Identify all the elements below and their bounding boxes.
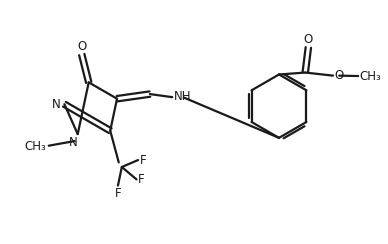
Text: NH: NH	[174, 90, 192, 103]
Text: F: F	[138, 173, 144, 186]
Text: O: O	[334, 69, 344, 82]
Text: O: O	[304, 33, 313, 46]
Text: O: O	[77, 40, 87, 53]
Text: N: N	[52, 98, 60, 111]
Text: CH₃: CH₃	[24, 140, 46, 153]
Text: F: F	[114, 187, 121, 200]
Text: F: F	[139, 153, 146, 167]
Text: CH₃: CH₃	[359, 70, 381, 82]
Text: N: N	[69, 136, 78, 149]
